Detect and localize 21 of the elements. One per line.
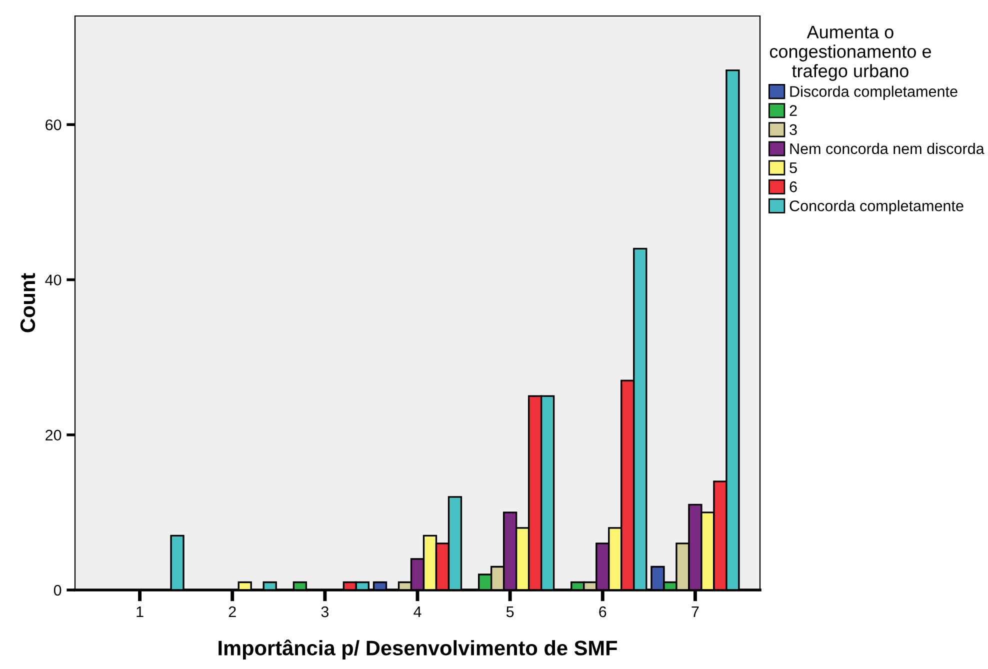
legend-label: 3 xyxy=(790,124,797,136)
legend-title: Aumenta o congestionamento e trafego urbano xyxy=(770,26,931,81)
legend-label: Discorda completamente xyxy=(790,86,958,100)
y-axis-title: Count xyxy=(20,273,36,332)
x-tick-label: 3 xyxy=(321,606,329,618)
legend-label: 2 xyxy=(790,105,797,116)
x-axis-title: Importância p/ Desenvolvimento de SMF xyxy=(218,640,618,660)
x-tick-label: 6 xyxy=(599,606,606,618)
x-tick-label: 7 xyxy=(692,606,699,618)
x-tick-label: 5 xyxy=(506,606,514,618)
y-tick-label: 40 xyxy=(45,274,62,286)
legend-label: 5 xyxy=(790,162,797,174)
y-tick-label: 60 xyxy=(46,119,62,130)
legend-label: Nem concorda nem discorda xyxy=(790,142,984,154)
x-tick-label: 4 xyxy=(414,606,422,618)
y-tick-label: 20 xyxy=(46,430,62,441)
legend-label: 6 xyxy=(790,181,797,192)
x-tick-label: 2 xyxy=(228,606,236,618)
legend-label: Concorda completamente xyxy=(790,200,964,214)
y-tick-label: 0 xyxy=(54,584,62,596)
x-tick-label: 1 xyxy=(136,606,144,618)
